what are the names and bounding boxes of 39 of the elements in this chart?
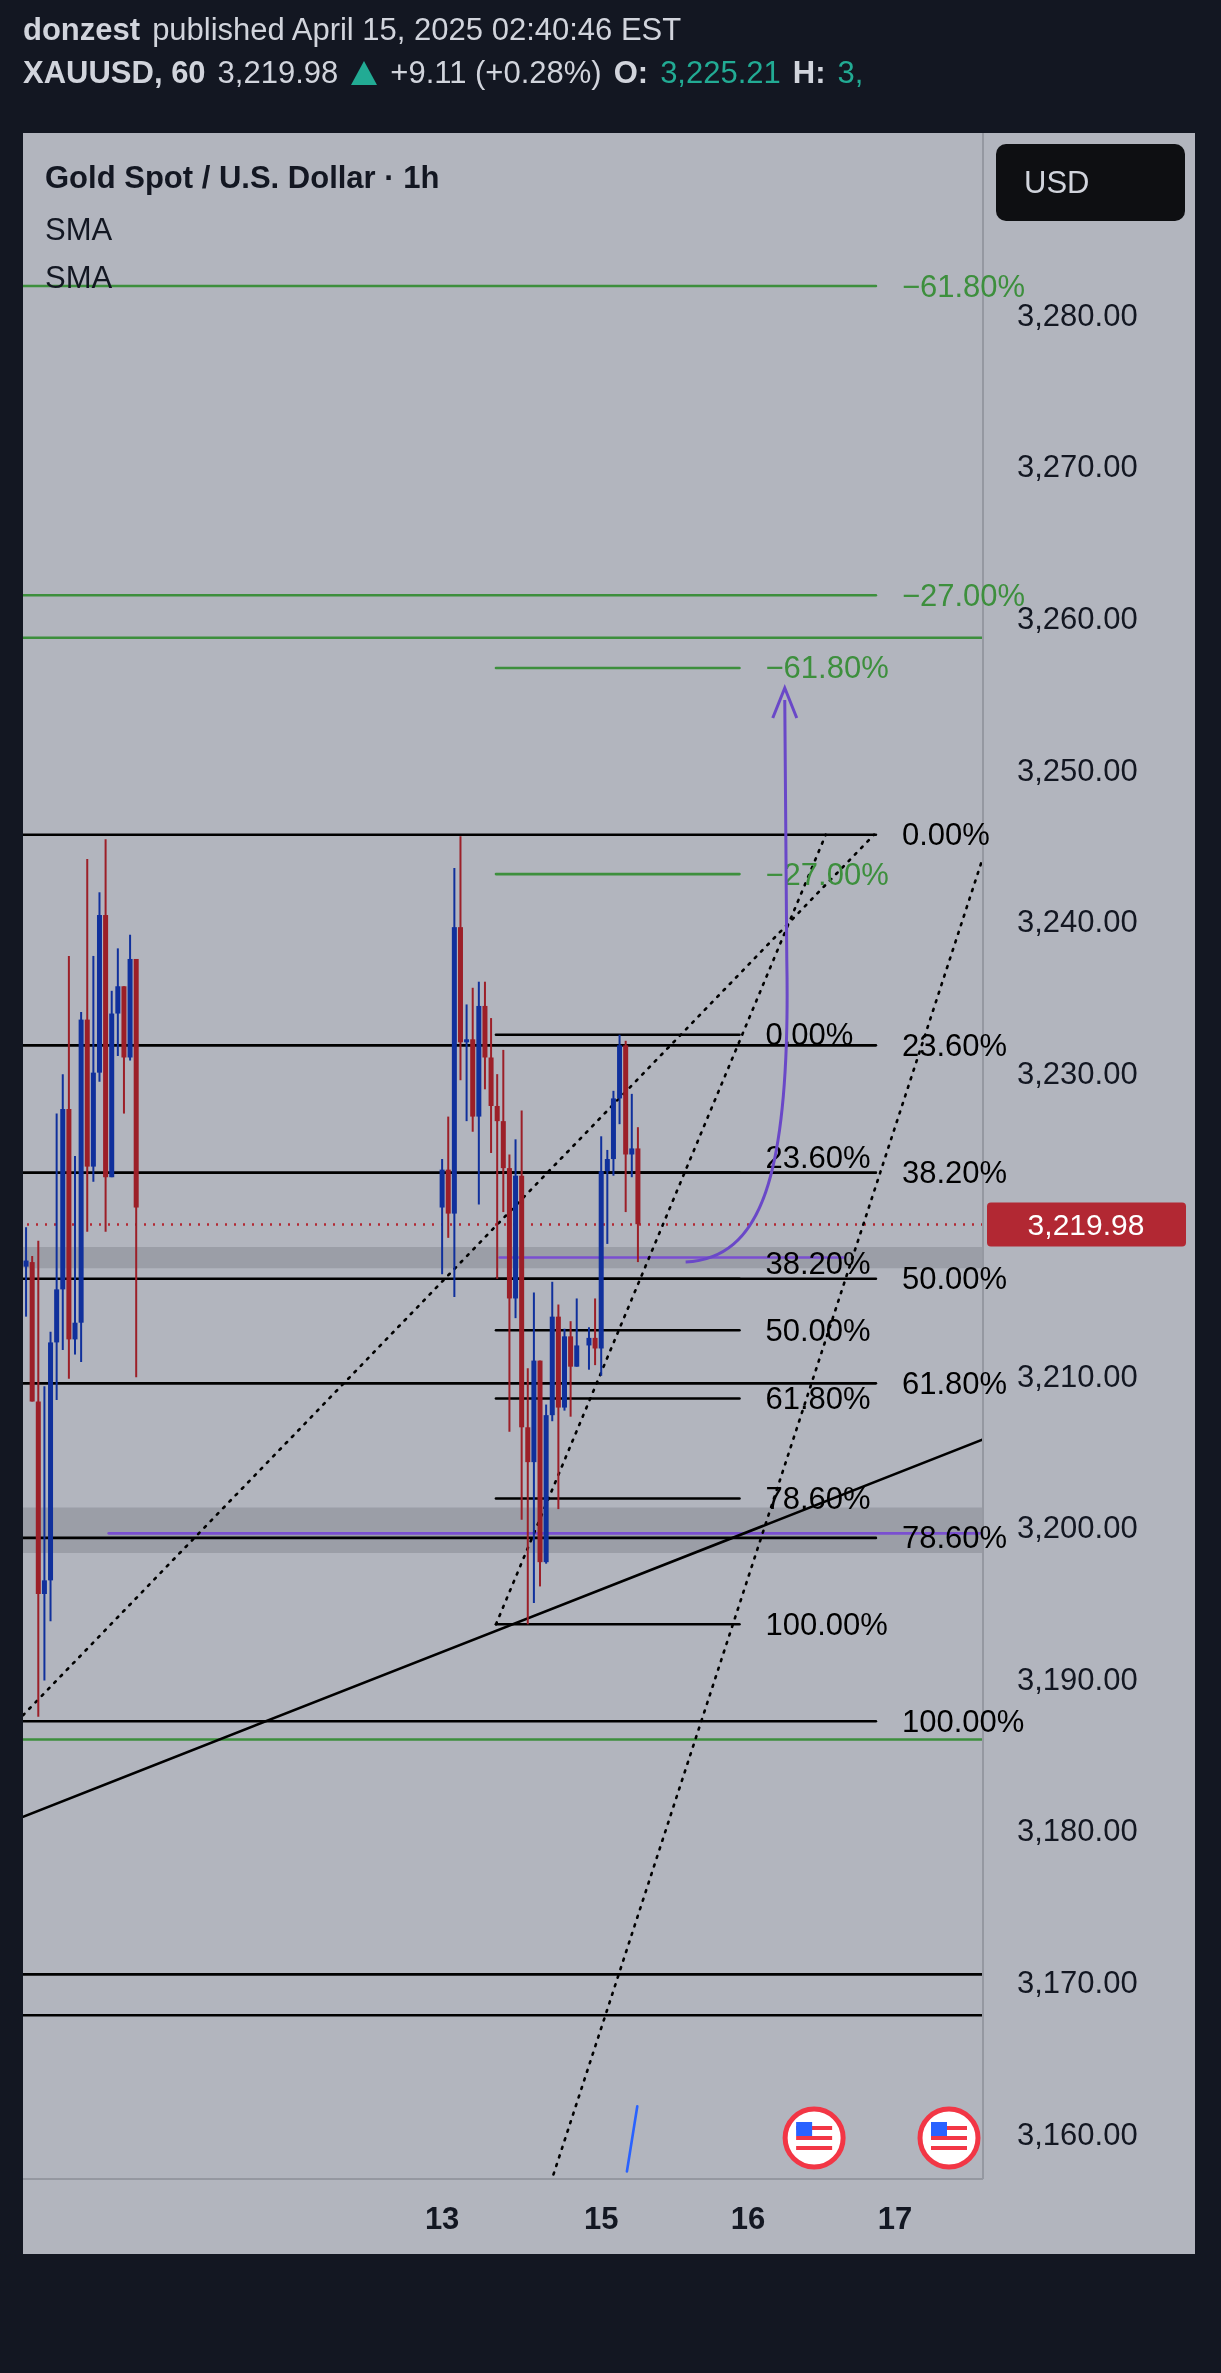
annotation: 50.00% — [765, 1312, 871, 1348]
ref-line-label: 3,219.98 — [1027, 1208, 1145, 1241]
annotation: 0.00% — [901, 817, 990, 853]
annotation: 23.60% — [901, 1027, 1008, 1063]
y-tick-label: 3,160.00 — [1017, 2116, 1138, 2152]
y-tick-label: 3,210.00 — [1017, 1358, 1138, 1394]
x-tick-label: 15 — [583, 2201, 619, 2237]
annotation: 38.20% — [765, 1245, 871, 1281]
x-tick-label: 16 — [730, 2201, 766, 2237]
annotation: SMA — [45, 212, 113, 248]
annotation: 100.00% — [765, 1606, 888, 1642]
text: H: — [792, 55, 826, 91]
text: USD — [996, 144, 1185, 221]
text: O: — [613, 55, 649, 91]
y-tick-label: 3,250.00 — [1017, 752, 1138, 788]
y-tick-label: 3,230.00 — [1017, 1055, 1138, 1091]
annotation: 100.00% — [901, 1703, 1025, 1739]
y-tick-label: 3,240.00 — [1017, 904, 1138, 940]
text: Gold Spot / U.S. Dollar · 1h — [45, 160, 440, 196]
annotation: 38.20% — [901, 1155, 1008, 1191]
text: 3,219.98 — [217, 55, 339, 91]
y-tick-label: 3,200.00 — [1017, 1510, 1138, 1546]
text: 3,225.21 — [660, 55, 781, 91]
annotation: 78.60% — [901, 1520, 1008, 1556]
text: donzest — [23, 12, 141, 48]
y-tick-label: 3,270.00 — [1017, 449, 1138, 485]
annotation: 61.80% — [765, 1380, 871, 1416]
text: +9.11 (+0.28%) — [390, 55, 602, 91]
y-tick-label: 3,190.00 — [1017, 1661, 1138, 1697]
annotation: 50.00% — [901, 1261, 1008, 1297]
annotation: −61.80% — [765, 650, 889, 686]
text: published April 15, 2025 02:40:46 EST — [152, 12, 682, 48]
annotation: 61.80% — [901, 1365, 1008, 1401]
y-tick-label: 3,170.00 — [1017, 1964, 1138, 2000]
y-tick-label: 3,180.00 — [1017, 1813, 1138, 1849]
x-tick-label: 17 — [877, 2201, 913, 2237]
x-tick-label: 13 — [424, 2201, 460, 2237]
text: XAUUSD, 60 — [23, 55, 206, 91]
text: 3, — [837, 55, 864, 91]
